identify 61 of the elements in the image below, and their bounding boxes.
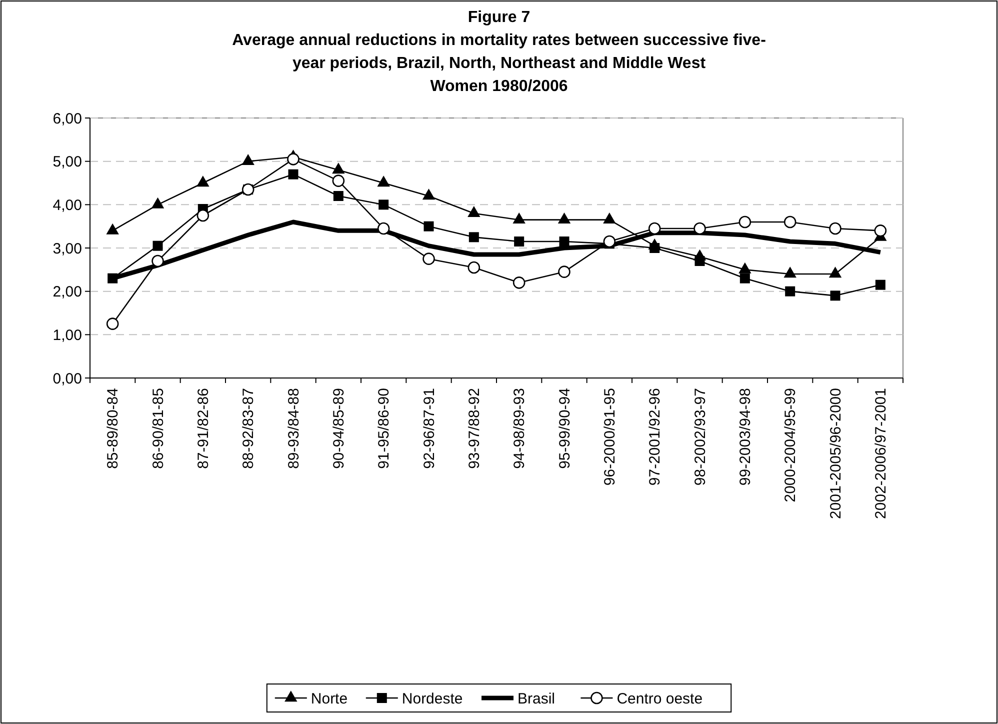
point (648, 222, 661, 235)
point (558, 266, 570, 278)
point (512, 276, 526, 289)
point (152, 240, 163, 251)
point (424, 221, 434, 232)
point (875, 280, 886, 290)
y-tick-label: 3,00 (52, 240, 82, 258)
x-tick-label: 94-98/89-93 (511, 388, 528, 469)
point (650, 243, 660, 253)
chart-title: Figure 7 (468, 9, 530, 26)
x-tick-label: 97-2001/92-96 (646, 388, 664, 486)
x-tick-label: 90-94/85-89 (330, 388, 348, 469)
chart-subtitle: Average annual reductions in mortality rates between successive five- year periods, Brazil, North, Northeast and Middle West Women 1980/2006 (232, 32, 766, 95)
point (830, 290, 840, 301)
y-tick-label: 0,00 (52, 370, 82, 388)
x-tick-label: 99-2003/94-98 (736, 388, 754, 486)
x-tick-label: 92-96/87-91 (420, 388, 438, 469)
point (333, 191, 344, 201)
point (288, 169, 298, 180)
point (874, 224, 887, 237)
point (784, 216, 796, 228)
point (785, 286, 796, 296)
x-tick-label: 2001-2005/96-2000 (827, 388, 844, 519)
x-tick-label: 95-99/90-94 (556, 388, 574, 469)
x-tick-label: 89-93/84-88 (285, 388, 302, 469)
legend-label: Centro oeste (616, 690, 703, 708)
point (559, 236, 570, 246)
point (694, 256, 705, 266)
point (287, 153, 300, 166)
point (152, 254, 164, 268)
y-tick-label: 2,00 (52, 284, 82, 301)
point (332, 174, 345, 187)
x-tick-label: 98-2002/93-97 (692, 388, 709, 486)
x-tick-label: 91-95/86-90 (376, 388, 393, 469)
point (377, 222, 390, 235)
y-tick-label: 6,00 (52, 110, 82, 128)
point (694, 222, 706, 235)
x-tick-label: 96-2000/91-95 (601, 388, 618, 486)
x-tick-label: 87-91/82-86 (194, 388, 212, 469)
x-tick-label: 2000-2004/95-99 (782, 388, 800, 502)
legend-label: Brasil (518, 690, 556, 708)
legend-label: Nordeste (402, 690, 463, 708)
x-tick-label: 2002-2006/97-2001 (872, 388, 890, 519)
x-tick-label: 85-89/80-84 (104, 388, 122, 469)
point (829, 222, 842, 235)
x-tick-label: 88-92/83-87 (240, 388, 258, 469)
point (740, 273, 750, 284)
point (514, 236, 524, 246)
x-tick-label: 93-97/88-92 (466, 388, 483, 469)
y-tick-label: 4,00 (52, 196, 82, 214)
y-tick-label: 1,00 (52, 326, 82, 344)
y-tick-label: 5,00 (52, 154, 82, 171)
point (378, 200, 389, 210)
point (422, 252, 435, 265)
point (106, 318, 119, 330)
point (468, 232, 479, 242)
point (196, 209, 210, 222)
x-tick-label: 86-90/81-85 (150, 388, 167, 469)
point (468, 261, 480, 274)
legend-label: Norte (310, 690, 348, 708)
point (738, 216, 752, 228)
